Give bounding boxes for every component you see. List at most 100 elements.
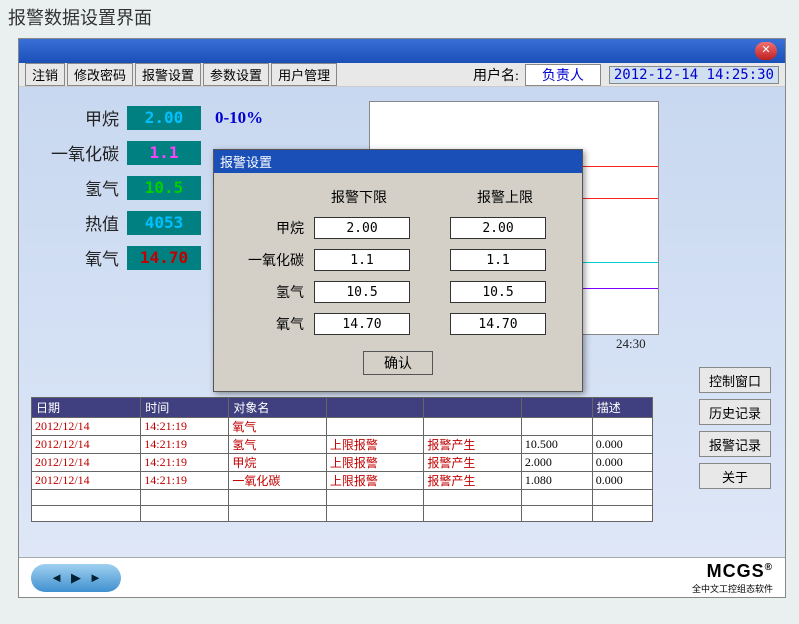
table-row: 2012/12/1414:21:19氢气上限报警报警产生10.5000.000 (32, 436, 653, 454)
footer: ◄ ▶ ► MCGS® 全中文工控组态软件 (19, 557, 785, 597)
table-cell: 1.080 (521, 472, 592, 490)
alarm-table: 日期时间对象名描述2012/12/1414:21:19氧气2012/12/141… (31, 397, 653, 522)
table-cell (521, 418, 592, 436)
hydrogen-high-input[interactable] (450, 281, 546, 303)
table-cell: 一氧化碳 (229, 472, 327, 490)
table-cell: 2.000 (521, 454, 592, 472)
oxygen-high-input[interactable] (450, 313, 546, 335)
co-low-input[interactable] (314, 249, 410, 271)
table-cell: 氢气 (229, 436, 327, 454)
history-button[interactable]: 历史记录 (699, 399, 771, 425)
table-header: 日期 (32, 398, 141, 418)
dialog-row-co: 一氧化碳 (234, 249, 562, 271)
table-cell: 0.000 (592, 454, 652, 472)
table-cell (592, 418, 652, 436)
table-row: 2012/12/1414:21:19氧气 (32, 418, 653, 436)
param-settings-button[interactable]: 参数设置 (203, 63, 269, 86)
gas-label: 甲烷 (39, 105, 119, 130)
gas-value-heat: 4053 (127, 211, 201, 235)
table-header: 对象名 (229, 398, 327, 418)
gas-value-oxygen: 14.70 (127, 246, 201, 270)
table-row: 2012/12/1414:21:19一氧化碳上限报警报警产生1.0800.000 (32, 472, 653, 490)
gas-value-co: 1.1 (127, 141, 201, 165)
table-cell: 报警产生 (424, 454, 522, 472)
table-row: 2012/12/1414:21:19甲烷上限报警报警产生2.0000.000 (32, 454, 653, 472)
table-cell: 0.000 (592, 436, 652, 454)
table-cell: 10.500 (521, 436, 592, 454)
table-cell: 2012/12/14 (32, 418, 141, 436)
gas-label: 热值 (39, 210, 119, 235)
alarm-settings-button[interactable]: 报警设置 (135, 63, 201, 86)
change-password-button[interactable]: 修改密码 (67, 63, 133, 86)
playback-control[interactable]: ◄ ▶ ► (31, 564, 121, 592)
methane-high-input[interactable] (450, 217, 546, 239)
datetime-display: 2012-12-14 14:25:30 (609, 66, 779, 84)
table-header (326, 398, 424, 418)
page-title: 报警数据设置界面 (0, 0, 799, 34)
table-cell (326, 418, 424, 436)
user-mgmt-button[interactable]: 用户管理 (271, 63, 337, 86)
gas-row-methane: 甲烷 2.00 0-10% (39, 105, 263, 130)
table-row (32, 490, 653, 506)
table-cell: 2012/12/14 (32, 436, 141, 454)
alarm-settings-dialog: 报警设置 报警下限 报警上限 甲烷 一氧化碳 氢气 (213, 149, 583, 392)
dialog-col-low: 报警下限 (314, 187, 404, 207)
gas-range: 0-10% (215, 108, 263, 128)
content-area: 甲烷 2.00 0-10% 一氧化碳 1.1 氢气 10.5 热值 4053 氧… (19, 87, 785, 597)
prev-icon: ◄ (50, 570, 63, 586)
about-button[interactable]: 关于 (699, 463, 771, 489)
dialog-row-oxygen: 氧气 (234, 313, 562, 335)
co-high-input[interactable] (450, 249, 546, 271)
table-cell: 14:21:19 (141, 454, 229, 472)
app-window: ✕ 注销 修改密码 报警设置 参数设置 用户管理 用户名: 负责人 2012-1… (18, 38, 786, 598)
logo: MCGS® 全中文工控组态软件 (692, 561, 773, 595)
table-header (521, 398, 592, 418)
hydrogen-low-input[interactable] (314, 281, 410, 303)
alarm-log-button[interactable]: 报警记录 (699, 431, 771, 457)
menubar: 注销 修改密码 报警设置 参数设置 用户管理 用户名: 负责人 2012-12-… (19, 63, 785, 87)
dialog-label: 氢气 (234, 282, 304, 302)
table-header: 时间 (141, 398, 229, 418)
table-cell: 14:21:19 (141, 436, 229, 454)
table-header: 描述 (592, 398, 652, 418)
dialog-col-high: 报警上限 (460, 187, 550, 207)
dialog-label: 一氧化碳 (234, 250, 304, 270)
user-label: 用户名: (473, 65, 519, 85)
dialog-label: 氧气 (234, 314, 304, 334)
dialog-label: 甲烷 (234, 218, 304, 238)
play-icon: ▶ (71, 570, 81, 586)
gas-label: 氧气 (39, 245, 119, 270)
next-icon: ► (89, 570, 102, 586)
table-cell: 14:21:19 (141, 418, 229, 436)
table-cell: 14:21:19 (141, 472, 229, 490)
table-cell (424, 418, 522, 436)
side-buttons: 控制窗口 历史记录 报警记录 关于 (699, 367, 771, 489)
titlebar: ✕ (19, 39, 785, 63)
table-header (424, 398, 522, 418)
methane-low-input[interactable] (314, 217, 410, 239)
oxygen-low-input[interactable] (314, 313, 410, 335)
table-cell: 上限报警 (326, 472, 424, 490)
gas-value-methane: 2.00 (127, 106, 201, 130)
table-cell: 甲烷 (229, 454, 327, 472)
user-value: 负责人 (525, 64, 601, 86)
table-cell: 氧气 (229, 418, 327, 436)
table-cell: 报警产生 (424, 436, 522, 454)
gas-label: 一氧化碳 (39, 140, 119, 165)
table-cell: 上限报警 (326, 454, 424, 472)
gas-label: 氢气 (39, 175, 119, 200)
table-row (32, 506, 653, 522)
gas-value-hydrogen: 10.5 (127, 176, 201, 200)
table-cell: 报警产生 (424, 472, 522, 490)
dialog-row-hydrogen: 氢气 (234, 281, 562, 303)
logout-button[interactable]: 注销 (25, 63, 65, 86)
table-cell: 2012/12/14 (32, 472, 141, 490)
chart-xtick: 24:30 (616, 336, 646, 352)
table-cell: 2012/12/14 (32, 454, 141, 472)
control-window-button[interactable]: 控制窗口 (699, 367, 771, 393)
table-cell: 上限报警 (326, 436, 424, 454)
close-icon[interactable]: ✕ (755, 42, 777, 60)
table-cell: 0.000 (592, 472, 652, 490)
dialog-row-methane: 甲烷 (234, 217, 562, 239)
confirm-button[interactable]: 确认 (363, 351, 433, 375)
